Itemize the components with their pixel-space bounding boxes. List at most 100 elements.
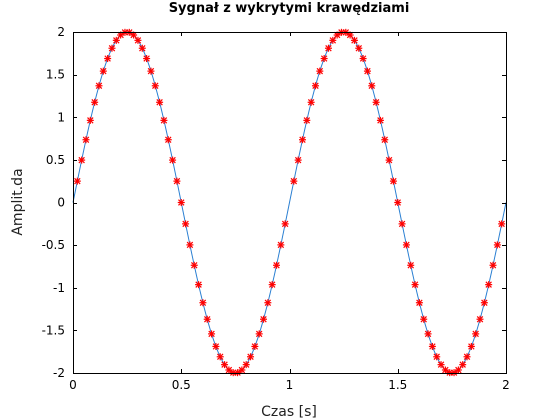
y-tick-label: -2: [53, 366, 65, 380]
edge-marker: [195, 281, 203, 289]
edge-marker: [112, 36, 120, 44]
y-tick-label: 2: [57, 25, 65, 39]
edge-marker: [450, 369, 458, 377]
edge-marker: [177, 199, 185, 206]
edge-marker: [454, 366, 462, 374]
edge-marker: [255, 330, 263, 338]
edge-marker: [221, 361, 229, 369]
edge-marker: [104, 55, 112, 63]
edge-marker: [320, 55, 328, 63]
edge-marker: [355, 44, 363, 52]
y-tick-label: -0.5: [42, 238, 65, 252]
edge-marker: [433, 353, 441, 361]
edge-marker: [281, 220, 289, 228]
edge-marker: [407, 261, 415, 269]
edge-marker: [472, 330, 480, 338]
edge-marker: [467, 342, 475, 350]
edge-marker: [147, 67, 155, 75]
edge-marker: [372, 98, 380, 106]
edge-marker: [368, 82, 376, 90]
edge-marker: [78, 156, 86, 164]
edge-marker: [273, 261, 281, 269]
edge-marker: [203, 315, 211, 323]
edge-marker: [95, 82, 103, 90]
edge-marker: [420, 315, 428, 323]
edge-marker: [350, 36, 358, 44]
edge-marker: [290, 177, 298, 185]
edge-marker: [108, 44, 116, 52]
edge-marker: [411, 281, 419, 289]
edge-marker: [160, 116, 168, 124]
x-tick-label: 1.5: [388, 378, 407, 392]
y-tick-label: -1.5: [42, 323, 65, 337]
edge-marker: [329, 36, 337, 44]
edge-marker: [307, 98, 315, 106]
edge-marker: [398, 220, 406, 228]
edge-marker: [428, 342, 436, 350]
edge-marker: [86, 116, 94, 124]
edge-marker: [363, 67, 371, 75]
edge-marker: [238, 366, 246, 374]
y-tick-label: 0.5: [46, 153, 65, 167]
edge-marker: [463, 353, 471, 361]
edge-marker: [298, 136, 306, 144]
chart-title: Sygnał z wykrytymi krawędziami: [169, 1, 410, 16]
edge-marker: [73, 177, 81, 185]
edge-marker: [294, 156, 302, 164]
edge-marker: [394, 199, 402, 206]
y-tick-label: 0: [57, 196, 65, 210]
edge-marker: [212, 342, 220, 350]
edge-marker: [324, 44, 332, 52]
edge-marker: [485, 281, 493, 289]
signal-line: [72, 31, 507, 374]
edge-marker: [489, 261, 497, 269]
data-layer: [72, 28, 507, 377]
edge-marker: [459, 361, 467, 369]
edge-marker: [359, 55, 367, 63]
edge-marker: [311, 82, 319, 90]
edge-marker: [91, 98, 99, 106]
x-tick-label: 2: [502, 378, 510, 392]
edge-marker: [151, 82, 159, 90]
edge-marker: [138, 44, 146, 52]
edge-marker: [190, 261, 198, 269]
edge-marker: [303, 116, 311, 124]
edge-marker: [199, 299, 207, 307]
y-axis-label: Amplit.da: [10, 168, 26, 235]
edge-marker: [186, 241, 194, 249]
x-tick-label: 0: [69, 378, 77, 392]
edge-marker: [493, 241, 501, 249]
edge-marker: [385, 156, 393, 164]
edge-marker: [182, 220, 190, 228]
edge-marker: [156, 98, 164, 106]
edge-marker: [381, 136, 389, 144]
edge-marker: [143, 55, 151, 63]
edge-marker: [264, 299, 272, 307]
edge-marker: [251, 342, 259, 350]
x-tick-label: 0.5: [172, 378, 191, 392]
x-axis-label: Czas [s]: [261, 404, 317, 420]
edge-marker: [169, 156, 177, 164]
edge-marker: [268, 281, 276, 289]
edge-marker: [389, 177, 397, 185]
edge-marker: [134, 36, 142, 44]
y-tick-label: -1: [53, 281, 65, 295]
edge-marker: [424, 330, 432, 338]
edge-marker: [316, 67, 324, 75]
ticks-layer: 0 0.5 1 1.5 2 2 1.5 1 0.5 0 -0.5 -1 -1.5 -2: [42, 25, 510, 392]
x-tick-label: 1: [286, 378, 294, 392]
edge-marker: [402, 241, 410, 249]
y-tick-label: 1: [57, 110, 65, 124]
edge-marker: [247, 353, 255, 361]
edge-marker: [277, 241, 285, 249]
edge-marker: [498, 220, 506, 228]
edge-marker: [476, 315, 484, 323]
edge-marker: [415, 299, 423, 307]
edge-marker: [99, 67, 107, 75]
edge-marker: [82, 136, 90, 144]
edge-marker: [164, 136, 172, 144]
edge-marker: [216, 353, 224, 361]
edge-marker: [480, 299, 488, 307]
edge-marker: [173, 177, 181, 185]
